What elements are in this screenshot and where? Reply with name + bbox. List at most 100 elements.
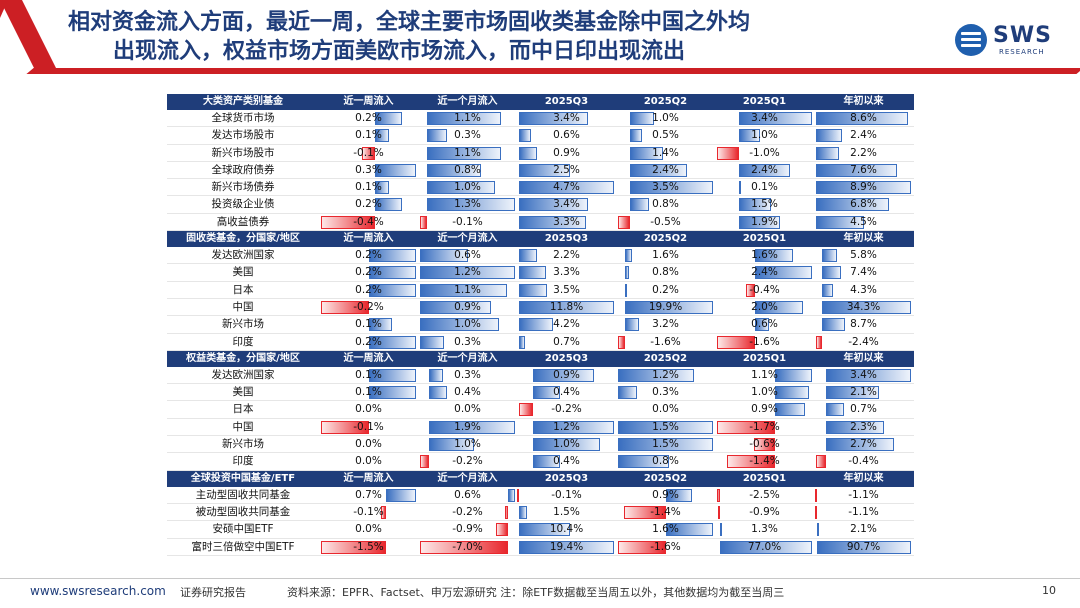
- footer-divider: [0, 578, 1080, 579]
- positive-bar: [618, 386, 637, 400]
- value-cell: 7.4%: [814, 264, 913, 280]
- positive-bar: [625, 283, 628, 297]
- value-cell: 3.4%: [814, 367, 913, 383]
- positive-bar: [519, 146, 538, 160]
- positive-bar: [426, 146, 502, 160]
- cell-value: 0.0%: [355, 403, 382, 416]
- negative-bar: [816, 335, 823, 349]
- cell-value: 3.4%: [850, 368, 877, 381]
- cell-value: 0.5%: [652, 129, 679, 142]
- cell-value: 0.0%: [355, 438, 382, 451]
- positive-bar: [755, 300, 803, 314]
- table-row: 日本 0.2% 1.1% 3.5% 0.2% -0.4% 4.3%: [167, 282, 914, 299]
- positive-bar: [519, 215, 586, 229]
- negative-bar: [361, 146, 376, 160]
- positive-bar: [816, 163, 898, 177]
- value-cell: 1.0%: [616, 110, 715, 126]
- value-cell: 3.5%: [517, 282, 616, 298]
- column-header: 2025Q2: [643, 233, 688, 245]
- column-header: 2025Q3: [544, 352, 589, 364]
- cell-value: -0.4%: [749, 283, 780, 296]
- column-header: 2025Q2: [643, 96, 688, 107]
- row-label: 发达欧洲国家: [211, 249, 275, 262]
- footer-url-link[interactable]: www.swsresearch.com: [30, 584, 166, 598]
- value-cell: 0.8%: [616, 196, 715, 212]
- positive-bar: [629, 146, 664, 160]
- negative-bar: [618, 540, 666, 554]
- cell-value: 0.2%: [355, 249, 382, 262]
- cell-value: 4.5%: [850, 215, 877, 228]
- negative-bar: [754, 438, 775, 452]
- cell-value: 0.1%: [355, 129, 382, 142]
- cell-value: 1.2%: [652, 368, 679, 381]
- cell-value: 1.5%: [751, 198, 778, 211]
- value-cell: -0.6%: [715, 436, 814, 452]
- value-cell: -0.2%: [517, 401, 616, 417]
- positive-bar: [816, 198, 889, 212]
- row-label: 富时三倍做空中国ETF: [191, 540, 295, 553]
- cell-value: 10.4%: [549, 523, 584, 536]
- value-cell: -0.4%: [814, 453, 913, 469]
- positive-bar: [618, 420, 713, 434]
- cell-value: 1.6%: [751, 249, 778, 262]
- value-cell: -2.5%: [715, 487, 814, 503]
- positive-bar: [429, 386, 448, 400]
- cell-value: 0.9%: [454, 300, 481, 313]
- positive-bar: [816, 112, 908, 125]
- positive-bar: [774, 368, 812, 382]
- footer-report-label: 证券研究报告: [180, 586, 246, 599]
- positive-bar: [375, 129, 389, 143]
- positive-bar: [426, 198, 515, 212]
- value-cell: -0.1%: [517, 487, 616, 503]
- cell-value: 90.7%: [846, 540, 881, 553]
- value-cell: 6.8%: [814, 196, 913, 212]
- value-cell: 0.0%: [319, 401, 418, 417]
- value-cell: -7.0%: [418, 539, 517, 555]
- row-label: 发达市场股市: [211, 129, 275, 142]
- positive-bar: [519, 266, 546, 280]
- positive-bar: [774, 386, 809, 400]
- positive-bar: [375, 112, 403, 125]
- value-cell: 7.6%: [814, 162, 913, 178]
- cell-value: 0.1%: [751, 181, 778, 194]
- value-cell: 1.5%: [715, 196, 814, 212]
- cell-value: 0.7%: [355, 488, 382, 501]
- row-label: 日本: [232, 283, 254, 296]
- cell-value: 6.8%: [850, 198, 877, 211]
- cell-value: 1.4%: [652, 146, 679, 159]
- negative-bar: [321, 300, 369, 314]
- group-title: 权益类基金，分国家/地区: [186, 352, 300, 364]
- value-cell: 0.2%: [319, 334, 418, 350]
- positive-bar: [519, 318, 553, 332]
- cell-value: 0.2%: [355, 198, 382, 211]
- positive-bar: [755, 318, 770, 332]
- cell-value: -1.6%: [650, 540, 681, 553]
- value-cell: 0.9%: [517, 367, 616, 383]
- column-header: 2025Q1: [742, 233, 787, 245]
- cell-value: 1.6%: [652, 523, 679, 536]
- cell-value: 3.2%: [652, 318, 679, 331]
- value-cell: 0.9%: [418, 299, 517, 315]
- value-cell: -1.1%: [814, 504, 913, 520]
- sws-logo: SWS RESEARCH: [955, 22, 1060, 60]
- value-cell: 1.9%: [418, 419, 517, 435]
- value-cell: 8.9%: [814, 179, 913, 195]
- positive-bar: [665, 523, 713, 537]
- cell-value: -1.1%: [848, 488, 879, 501]
- positive-bar: [826, 420, 884, 434]
- value-cell: 0.2%: [319, 110, 418, 126]
- cell-value: -0.2%: [452, 505, 483, 518]
- table-row: 富时三倍做空中国ETF -1.5% -7.0% 19.4% -1.6% 77.0% 90.7…: [167, 539, 914, 556]
- group-header: 全球投资中国基金/ETF 近一周流入 近一个月流入 2025Q3 2025Q2 2025Q…: [167, 470, 914, 487]
- value-cell: 1.6%: [715, 247, 814, 263]
- positive-bar: [532, 368, 594, 382]
- value-cell: -0.2%: [319, 299, 418, 315]
- cell-value: -0.2%: [551, 403, 582, 416]
- value-cell: -1.4%: [715, 453, 814, 469]
- positive-bar: [532, 420, 614, 434]
- cell-value: 0.7%: [553, 335, 580, 348]
- positive-bar: [719, 523, 722, 537]
- value-cell: 0.1%: [319, 367, 418, 383]
- fund-flow-table: 大类资产类别基金 近一周流入 近一个月流入 2025Q3 2025Q2 2025Q1 年初以…: [167, 94, 914, 556]
- cell-value: 0.2%: [355, 112, 382, 124]
